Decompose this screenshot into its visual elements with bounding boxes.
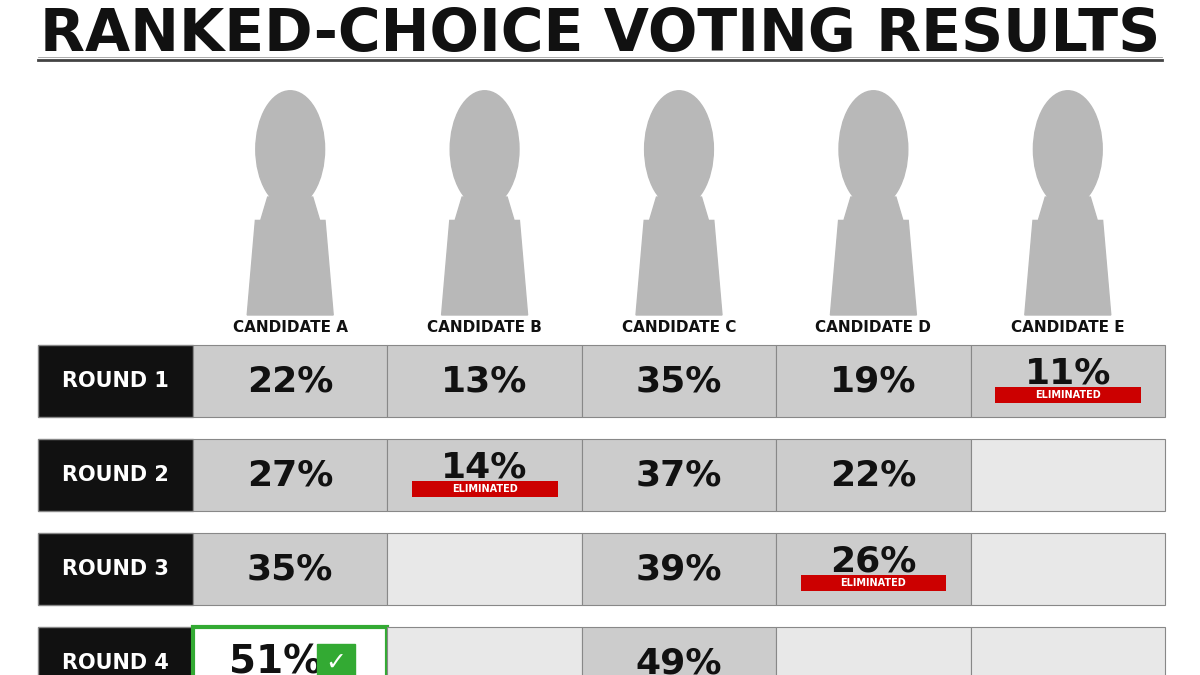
FancyBboxPatch shape — [388, 345, 582, 417]
Text: ROUND 2: ROUND 2 — [62, 465, 169, 485]
Text: ✓: ✓ — [325, 651, 347, 675]
Text: 37%: 37% — [636, 458, 722, 492]
FancyBboxPatch shape — [971, 627, 1165, 675]
Polygon shape — [442, 182, 528, 315]
FancyBboxPatch shape — [193, 345, 388, 417]
Text: CANDIDATE B: CANDIDATE B — [427, 320, 542, 335]
FancyBboxPatch shape — [776, 439, 971, 511]
FancyBboxPatch shape — [38, 439, 193, 511]
Ellipse shape — [644, 90, 713, 208]
Text: ROUND 4: ROUND 4 — [62, 653, 169, 673]
Polygon shape — [1025, 182, 1111, 315]
FancyBboxPatch shape — [317, 644, 355, 675]
FancyBboxPatch shape — [388, 439, 582, 511]
Text: 19%: 19% — [830, 364, 917, 398]
Text: 22%: 22% — [247, 364, 334, 398]
Text: ROUND 3: ROUND 3 — [62, 559, 169, 579]
Polygon shape — [636, 182, 722, 315]
Text: 22%: 22% — [830, 458, 917, 492]
Ellipse shape — [256, 90, 324, 208]
Ellipse shape — [839, 90, 907, 208]
FancyBboxPatch shape — [776, 533, 971, 605]
Text: 14%: 14% — [442, 450, 528, 484]
FancyBboxPatch shape — [582, 627, 776, 675]
FancyBboxPatch shape — [412, 481, 558, 497]
Text: ELIMINATED: ELIMINATED — [1034, 390, 1100, 400]
Text: CANDIDATE D: CANDIDATE D — [816, 320, 931, 335]
Text: CANDIDATE E: CANDIDATE E — [1010, 320, 1124, 335]
Text: 27%: 27% — [247, 458, 334, 492]
FancyBboxPatch shape — [582, 439, 776, 511]
Text: RANKED-CHOICE VOTING RESULTS: RANKED-CHOICE VOTING RESULTS — [40, 7, 1160, 63]
FancyBboxPatch shape — [193, 533, 388, 605]
Ellipse shape — [1033, 90, 1102, 208]
FancyBboxPatch shape — [388, 627, 582, 675]
FancyBboxPatch shape — [193, 627, 388, 675]
Text: ELIMINATED: ELIMINATED — [840, 578, 906, 588]
Text: ELIMINATED: ELIMINATED — [451, 484, 517, 494]
FancyBboxPatch shape — [388, 533, 582, 605]
Polygon shape — [247, 182, 334, 315]
Ellipse shape — [450, 90, 518, 208]
FancyBboxPatch shape — [800, 575, 947, 591]
FancyBboxPatch shape — [582, 345, 776, 417]
FancyBboxPatch shape — [38, 345, 193, 417]
Polygon shape — [830, 182, 917, 315]
FancyBboxPatch shape — [38, 533, 193, 605]
FancyBboxPatch shape — [971, 345, 1165, 417]
FancyBboxPatch shape — [193, 439, 388, 511]
Text: 11%: 11% — [1025, 356, 1111, 390]
Text: 51%: 51% — [229, 644, 322, 675]
FancyBboxPatch shape — [971, 439, 1165, 511]
FancyBboxPatch shape — [582, 533, 776, 605]
Text: 26%: 26% — [830, 544, 917, 578]
Text: 39%: 39% — [636, 552, 722, 586]
Text: 13%: 13% — [442, 364, 528, 398]
Text: CANDIDATE A: CANDIDATE A — [233, 320, 348, 335]
Text: 35%: 35% — [247, 552, 334, 586]
FancyBboxPatch shape — [776, 345, 971, 417]
FancyBboxPatch shape — [971, 533, 1165, 605]
Text: 49%: 49% — [636, 646, 722, 675]
FancyBboxPatch shape — [995, 387, 1141, 403]
FancyBboxPatch shape — [776, 627, 971, 675]
FancyBboxPatch shape — [38, 627, 193, 675]
Text: ROUND 1: ROUND 1 — [62, 371, 169, 391]
Text: 35%: 35% — [636, 364, 722, 398]
Text: CANDIDATE C: CANDIDATE C — [622, 320, 736, 335]
